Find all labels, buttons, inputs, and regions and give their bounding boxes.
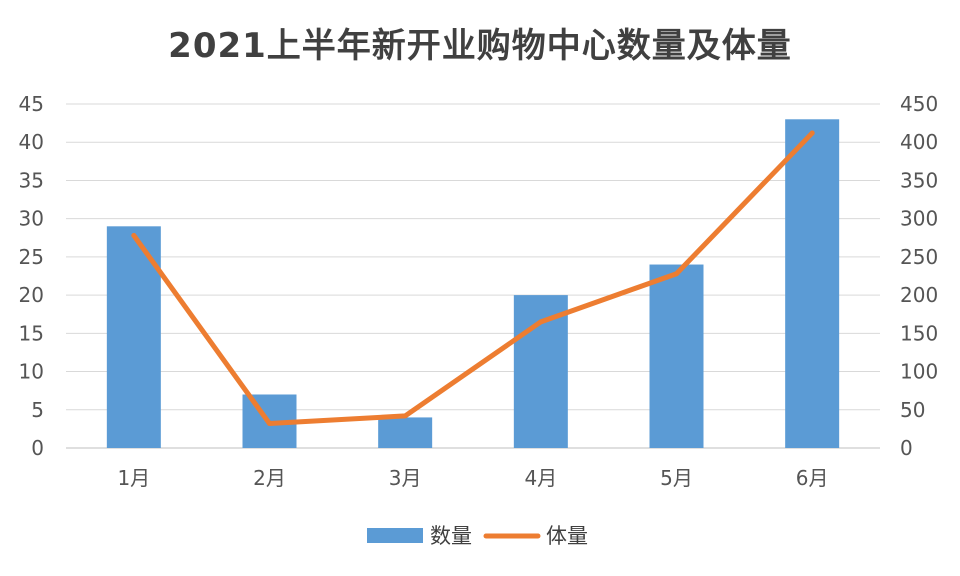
y-right-tick-label: 450 (900, 92, 938, 116)
legend-label: 体量 (546, 524, 588, 548)
gridlines (66, 103, 880, 449)
line-point (809, 130, 815, 136)
chart-title: 2021上半年新开业购物中心数量及体量 (168, 26, 792, 66)
legend-label: 数量 (430, 524, 472, 548)
line-point (674, 271, 679, 277)
y-left-tick-label: 20 (19, 283, 44, 307)
y-left-tick-label: 40 (19, 130, 44, 154)
y-right-tick-label: 250 (900, 245, 938, 269)
x-tick-label: 6月 (796, 466, 829, 490)
line-series (131, 130, 815, 427)
bar (378, 417, 433, 448)
line-point (131, 232, 137, 238)
y-right-tick-label: 300 (900, 207, 938, 231)
y-right-tick-label: 350 (900, 168, 938, 192)
line-series-path (131, 130, 815, 427)
y-right-tick-label: 400 (900, 130, 938, 154)
y-left-tick-label: 35 (19, 168, 44, 192)
y-axis-right: 0 50 100 150 200 250 300 350 400 450 (900, 92, 938, 460)
line-point (538, 319, 544, 325)
y-right-tick-label: 200 (900, 283, 938, 307)
x-axis: 1月 2月 3月 4月 5月 6月 (117, 466, 828, 490)
y-left-tick-label: 10 (19, 360, 44, 384)
x-tick-label: 3月 (389, 466, 422, 490)
x-tick-label: 1月 (117, 466, 150, 490)
y-left-tick-label: 0 (31, 436, 44, 460)
y-right-tick-label: 50 (900, 398, 925, 422)
y-left-tick-label: 25 (19, 245, 44, 269)
bar (785, 119, 840, 449)
y-left-tick-label: 45 (19, 92, 44, 116)
bar-series (106, 119, 840, 449)
y-right-tick-label: 100 (900, 360, 938, 384)
y-right-tick-label: 150 (900, 321, 938, 345)
y-left-tick-label: 30 (19, 207, 44, 231)
x-tick-label: 4月 (524, 466, 557, 490)
line-point (267, 421, 272, 427)
y-left-tick-label: 15 (19, 321, 44, 345)
y-left-tick-label: 5 (31, 398, 44, 422)
x-tick-label: 2月 (253, 466, 286, 490)
x-tick-label: 5月 (660, 466, 693, 490)
legend: 数量 体量 (367, 524, 588, 548)
line-point (402, 413, 408, 419)
bar (649, 264, 704, 448)
y-axis-left: 0 5 10 15 20 25 30 35 40 45 (19, 92, 44, 460)
y-right-tick-label: 0 (900, 436, 913, 460)
bar (513, 295, 568, 448)
legend-swatch-bar (367, 528, 423, 543)
